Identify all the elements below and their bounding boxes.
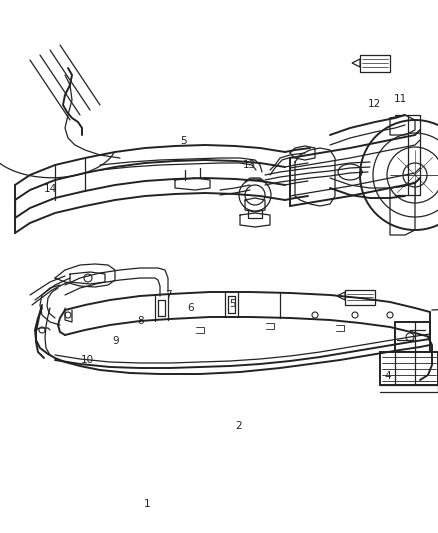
Text: 14: 14 [44,184,57,194]
Text: 1: 1 [143,499,150,508]
Polygon shape [380,352,438,385]
Text: 4: 4 [384,371,391,381]
Polygon shape [352,59,360,67]
Text: 12: 12 [368,99,381,109]
Text: 5: 5 [180,136,187,146]
Text: 7: 7 [165,290,172,300]
Text: 13: 13 [243,160,256,170]
Polygon shape [337,292,345,300]
Text: 2: 2 [235,422,242,431]
Text: 8: 8 [137,317,144,326]
Text: 11: 11 [394,94,407,103]
Text: 10: 10 [81,355,94,365]
Polygon shape [395,322,430,352]
Polygon shape [345,290,375,305]
Polygon shape [360,55,390,72]
Text: 6: 6 [187,303,194,312]
Text: 9: 9 [113,336,120,346]
Text: 5: 5 [229,299,236,309]
